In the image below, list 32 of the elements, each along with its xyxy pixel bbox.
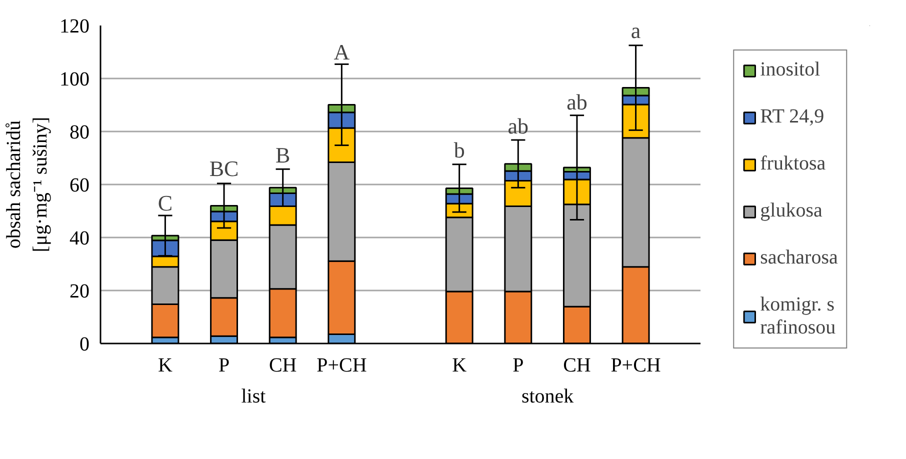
text: stonek [521, 386, 574, 408]
x-tick-label: P [512, 354, 524, 376]
y-tick-label: 80 [70, 122, 90, 144]
annotation: B [276, 142, 290, 168]
x-tick-label: K [158, 354, 173, 376]
x-tick-label: CH [268, 354, 297, 376]
annotation: A [334, 39, 350, 64]
annotation: b [454, 137, 465, 162]
y-tick-label: 120 [60, 16, 90, 38]
y-tick-label: 0 [80, 334, 90, 356]
y-tick-label: 20 [70, 280, 90, 302]
legend-label: sacharosa [760, 246, 838, 270]
x-tick-label: K [452, 354, 468, 376]
legend-label: RT 24,9 [760, 106, 824, 128]
y-tick-label: 100 [60, 68, 90, 90]
legend-label: inositol [760, 58, 820, 82]
annotation: a [630, 18, 641, 44]
y-tick-label: 40 [70, 228, 90, 250]
annotation: BC [209, 156, 239, 181]
x-tick-label: P+CH [610, 354, 661, 376]
x-tick-label: P [218, 354, 230, 376]
annotation: ab [508, 113, 529, 138]
legend-label: glukosa [760, 200, 822, 222]
annotation: ab [566, 90, 588, 115]
legend-label: komigr. s rafinosou [760, 294, 836, 340]
x-tick-label: P+CH [316, 354, 367, 376]
annotation: C [158, 190, 173, 216]
y-tick-label: 60 [70, 174, 90, 196]
text: list [241, 386, 266, 408]
legend-label: fruktosa [760, 152, 826, 176]
x-tick-label: CH [563, 354, 591, 376]
y-axis-title: obsah sacharidů [μg·mg⁻¹ sušiny] [3, 116, 52, 252]
